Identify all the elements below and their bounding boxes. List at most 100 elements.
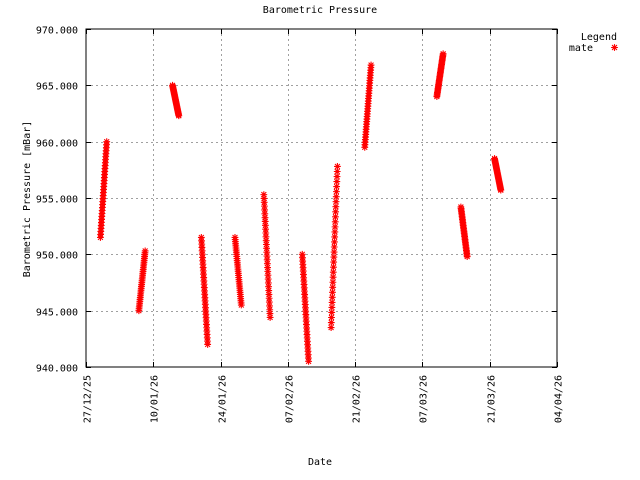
data-point <box>263 256 271 264</box>
data-point <box>463 253 471 260</box>
data-point <box>261 218 269 225</box>
data-point <box>263 252 271 260</box>
data-point <box>328 309 336 316</box>
data-point <box>330 258 338 266</box>
data-point <box>331 228 339 236</box>
data-point <box>266 310 274 317</box>
x-tick-label: 27/12/25 <box>83 375 94 423</box>
data-run <box>491 155 505 194</box>
data-point <box>265 298 273 306</box>
data-point <box>328 314 335 321</box>
data-point <box>328 293 336 301</box>
data-point <box>332 203 340 211</box>
legend-title: Legend <box>581 32 617 43</box>
data-point <box>333 173 341 180</box>
data-point <box>327 319 335 326</box>
y-tick-label: 965.000 <box>36 82 78 93</box>
data-point <box>262 233 270 241</box>
data-point <box>332 193 340 201</box>
data-point <box>264 279 272 287</box>
data-point <box>305 357 312 365</box>
data-run <box>433 50 447 100</box>
data-point <box>175 112 183 120</box>
data-point <box>262 221 269 229</box>
data-run <box>97 138 111 241</box>
data-point <box>329 288 336 296</box>
data-point <box>439 50 447 58</box>
data-point <box>260 198 268 206</box>
y-tick-label: 945.000 <box>36 308 78 319</box>
data-point <box>328 298 336 306</box>
x-axis-label: Date <box>308 457 332 468</box>
data-point <box>332 198 340 206</box>
data-point <box>263 248 271 256</box>
data-run <box>260 191 274 321</box>
data-point <box>331 238 338 246</box>
axis-ticks: 940.000 945.000 950.000 955.000 960.000 965.0… <box>36 26 565 424</box>
data-run <box>231 234 245 309</box>
data-point <box>265 287 273 294</box>
x-tick-label: 04/04/26 <box>554 375 565 423</box>
x-tick-label: 21/03/26 <box>487 375 498 423</box>
data-point <box>330 248 338 256</box>
data-point <box>329 273 337 281</box>
data-point <box>261 214 269 222</box>
data-point <box>333 183 341 190</box>
data-point <box>332 208 340 216</box>
data-point <box>330 253 338 261</box>
data-run <box>169 81 183 120</box>
data-point <box>333 178 341 185</box>
data-run <box>361 61 375 151</box>
data-point <box>263 244 270 252</box>
data-point <box>328 304 336 311</box>
x-tick-label: 10/01/26 <box>150 375 161 423</box>
data-point <box>261 210 269 218</box>
data-point <box>204 341 212 348</box>
data-point <box>237 301 245 309</box>
data-point <box>260 195 268 202</box>
y-tick-label: 960.000 <box>36 139 78 150</box>
data-point <box>329 283 337 291</box>
data-point <box>141 247 149 255</box>
data-point <box>497 186 505 194</box>
data-point <box>331 223 339 231</box>
data-point <box>329 268 337 276</box>
data-point <box>262 229 270 237</box>
data-point <box>264 271 272 279</box>
data-point <box>334 163 341 170</box>
x-tick-label: 07/02/26 <box>285 375 296 423</box>
data-point <box>329 278 337 286</box>
x-tick-label: 07/03/26 <box>419 375 430 423</box>
data-point <box>264 264 271 271</box>
data-run <box>197 234 212 348</box>
y-tick-label: 955.000 <box>36 195 78 206</box>
data-point <box>265 294 273 302</box>
data-point <box>262 225 269 233</box>
data-point <box>265 283 272 291</box>
data-point <box>260 191 268 199</box>
data-point <box>327 324 335 331</box>
data-point <box>333 168 341 175</box>
data-point <box>266 302 273 310</box>
data-point <box>263 260 271 268</box>
legend-entry-label: mate <box>569 43 593 54</box>
x-tick-label: 24/01/26 <box>218 375 229 423</box>
data-point <box>330 263 337 271</box>
y-axis-label: Barometric Pressure [mBar] <box>22 121 33 278</box>
data-point <box>264 275 272 283</box>
data-point <box>261 206 269 214</box>
chart-title: Barometric Pressure <box>263 5 377 16</box>
legend: Legend mate <box>569 32 618 54</box>
data-point <box>332 213 339 221</box>
y-tick-label: 940.000 <box>36 364 78 375</box>
data-point <box>331 218 339 226</box>
data-point <box>266 314 274 321</box>
data-point <box>262 241 270 248</box>
y-tick-label: 970.000 <box>36 26 78 37</box>
data-run <box>298 250 312 365</box>
data-point <box>103 138 111 146</box>
data-point <box>367 61 375 69</box>
legend-marker-star-icon <box>611 44 618 51</box>
data-point <box>265 291 273 298</box>
